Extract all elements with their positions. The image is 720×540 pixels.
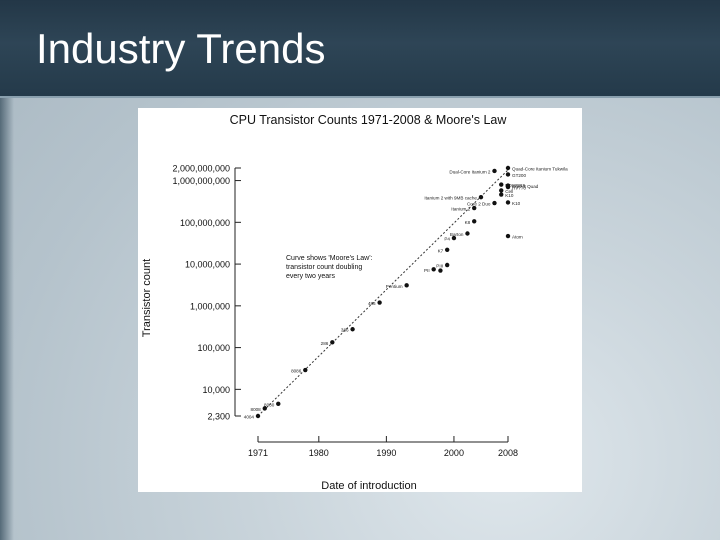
data-point (492, 200, 497, 206)
data-point (472, 205, 477, 211)
y-tick-label: 10,000,000 (185, 260, 230, 270)
data-point (499, 188, 504, 193)
point-label: Atom (512, 235, 523, 240)
x-tick-label: 1990 (376, 448, 396, 458)
trend-line (257, 169, 509, 417)
point-label: Itanium 2 with 9MB cache (424, 196, 477, 201)
point-label: 8086 (291, 369, 302, 374)
curve-annotation: Curve shows 'Moore's Law': transistor cou… (286, 255, 373, 280)
point-label: 386 (341, 328, 349, 333)
x-axis: 1971 1980 1990 2000 2008 (248, 436, 518, 458)
data-point (444, 247, 450, 252)
data-point (438, 268, 443, 273)
data-point (262, 406, 267, 411)
data-point (350, 327, 355, 332)
annotation-line: Curve shows 'Moore's Law': (286, 255, 373, 262)
data-point (465, 231, 470, 236)
chart-title: CPU Transistor Counts 1971-2008 & Moore'… (230, 113, 508, 127)
slide-title: Industry Trends (36, 25, 326, 72)
data-point (451, 235, 457, 241)
point-label: 486 (368, 301, 376, 306)
point-label: K8 (465, 220, 471, 225)
point-label: RV770 (512, 186, 526, 191)
point-label: Barton (450, 232, 464, 237)
point-label: Core 2 Quad (512, 184, 539, 189)
point-label: Itanium 2 (451, 207, 470, 212)
annotation-line: transistor count doubling (286, 264, 362, 271)
data-point (478, 194, 484, 200)
data-point (444, 262, 450, 268)
point-label: K10 (512, 201, 521, 206)
point-label: Dual-Core Itanium 2 (449, 169, 491, 174)
point-label: PII (424, 268, 430, 273)
chart-frame: CPU Transistor Counts 1971-2008 & Moore'… (138, 108, 582, 492)
transistor-chart: CPU Transistor Counts 1971-2008 & Moore'… (141, 113, 568, 492)
data-point (505, 200, 511, 205)
data-point (472, 219, 477, 224)
y-axis-label: Transistor count (141, 259, 153, 337)
data-point (404, 283, 409, 288)
point-label: 8080 (264, 402, 275, 407)
x-tick-label: 1980 (309, 448, 329, 458)
point-label: POWER6 (505, 183, 525, 188)
point-label: Quad-Core Itanium Tukwila (512, 167, 568, 172)
point-label: 286 (321, 341, 329, 346)
data-point (499, 192, 504, 197)
slide-edge-shadow (0, 98, 14, 540)
data-point (505, 183, 511, 188)
point-label: GT200 (512, 173, 526, 178)
x-tick-label: 1971 (248, 448, 268, 458)
data-point (377, 300, 382, 305)
point-label: P4 (444, 237, 450, 242)
data-point (276, 401, 281, 407)
data-point (303, 367, 308, 373)
point-label: K10 (505, 193, 514, 198)
point-label: Cell (505, 189, 513, 194)
y-tick-label: 100,000 (197, 343, 230, 353)
y-tick-label: 1,000,000 (190, 301, 230, 311)
point-label: Core 2 Duo (467, 202, 491, 207)
x-tick-label: 2000 (444, 448, 464, 458)
data-point (431, 267, 436, 272)
data-point (499, 182, 504, 187)
y-tick-label: 1,000,000,000 (172, 176, 230, 186)
point-label: PIII (436, 264, 443, 269)
point-label: Pentium (386, 284, 403, 289)
y-tick-label: 2,000,000,000 (172, 164, 230, 174)
data-point (255, 413, 261, 419)
data-point (492, 168, 497, 174)
annotation-line: every two years (286, 273, 336, 280)
title-bar (0, 0, 720, 98)
y-tick-label: 2,300 (207, 412, 230, 422)
data-point (505, 165, 511, 171)
data-point (505, 233, 511, 239)
point-label: 4004 (244, 415, 255, 420)
x-axis-label: Date of introduction (321, 480, 416, 492)
y-tick-label: 100,000,000 (180, 218, 230, 228)
y-axis: 2,000,000,000 1,000,000,000 100,000,000 10,… (172, 164, 241, 422)
point-label: K7 (438, 248, 444, 253)
data-point (330, 340, 335, 345)
moores-law-curve (257, 169, 509, 417)
y-tick-label: 10,000 (202, 385, 230, 395)
x-tick-label: 2008 (498, 448, 518, 458)
data-point (505, 172, 511, 177)
point-label: 8008 (251, 407, 262, 412)
